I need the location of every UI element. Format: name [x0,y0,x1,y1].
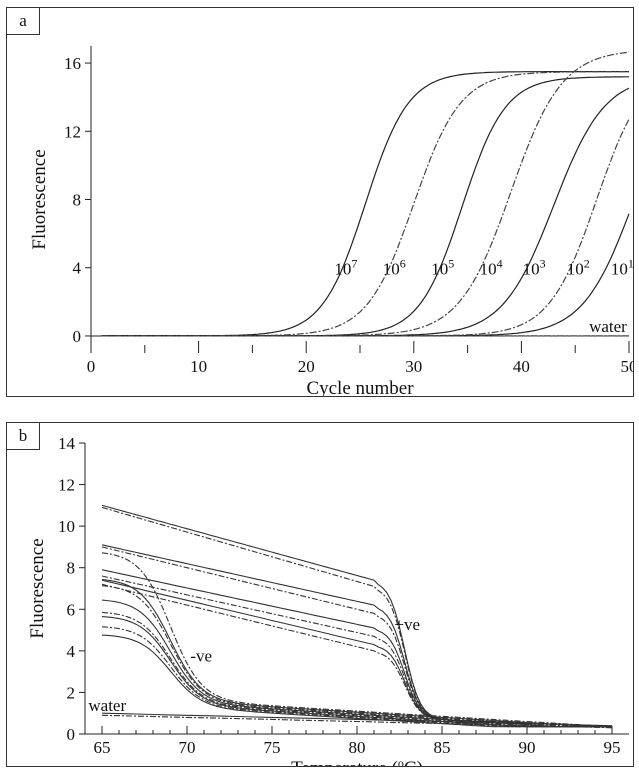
annotation-positive: +ve [394,615,420,634]
series-label: 105 [431,257,454,279]
y-tick-label: 0 [73,327,82,346]
series-label: 102 [567,257,590,279]
series-line [101,118,630,337]
series-label: 103 [523,257,546,279]
negative-melt-curve [101,578,612,728]
y-tick-label: 8 [67,559,76,578]
series-line [101,71,629,337]
series-line [101,76,629,337]
x-tick-label: 75 [264,738,281,757]
x-tick-label: 40 [513,357,530,376]
negative-melt-curve [101,599,612,728]
panel-a-label: a [7,8,40,35]
x-tick-label: 95 [604,738,621,757]
x-tick-label: 0 [87,357,96,376]
x-axis-label: Temperature (oC) [291,756,423,766]
negative-melt-curve [101,626,612,728]
x-tick-label: 50 [621,357,634,376]
y-tick-label: 12 [58,476,75,495]
positive-melt-curve [101,506,613,727]
annotation-water: water [88,696,126,715]
water-melt-curve [101,712,613,727]
x-tick-label: 85 [434,738,451,757]
y-axis-label: Fluorescence [27,538,48,638]
x-tick-label: 20 [298,357,315,376]
y-tick-label: 10 [58,517,75,536]
positive-melt-curve [101,579,613,727]
y-tick-label: 12 [64,122,81,141]
x-tick-label: 70 [179,738,196,757]
amplification-chart: 0 4 8 12 16 0 10 20 30 40 50 Cycle number Fluorescen… [29,46,634,396]
series-label: 107 [334,257,357,279]
positive-melt-curve [101,546,613,727]
panel-b: 0 2 4 6 8 10 12 14 65 70 75 80 85 90 95 Temperature (oC… [6,422,634,767]
x-tick-label: 80 [349,738,366,757]
x-axis-label: Cycle number [306,378,414,396]
series-label: 101 [611,257,633,279]
positive-melt-curve [101,583,613,727]
x-tick-label: 10 [190,357,207,376]
negative-melt-curve [101,616,612,728]
melt-curve-chart: 0 2 4 6 8 10 12 14 65 70 75 80 85 90 95 Temperature (oC… [27,434,629,766]
series-line [101,87,630,337]
series-label: water [589,317,627,336]
series-line [101,213,630,337]
x-tick-label: 65 [94,738,111,757]
x-tick-label: 90 [519,738,536,757]
panel-a: 0 4 8 12 16 0 10 20 30 40 50 Cycle number Fluorescen… [6,7,634,397]
y-tick-label: 4 [67,642,76,661]
negative-melt-curve [101,552,613,728]
y-tick-label: 16 [64,54,81,73]
annotation-negative: -ve [190,646,212,665]
y-tick-label: 14 [58,434,76,453]
panel-b-label: b [7,423,40,450]
series-label: 104 [480,257,503,279]
water-melt-curve [101,714,613,729]
series-label: 106 [383,257,406,279]
negative-melt-curve [101,611,612,728]
positive-melt-curve [101,569,613,727]
y-tick-label: 2 [67,683,76,702]
y-tick-label: 8 [73,191,82,210]
series-line [101,51,630,337]
positive-melt-curve [101,544,613,727]
y-tick-label: 0 [67,725,76,744]
x-tick-label: 30 [405,357,422,376]
negative-melt-curve [101,634,612,728]
y-axis-label: Fluorescence [29,149,50,249]
y-tick-label: 6 [67,600,76,619]
positive-melt-curve [101,504,613,727]
y-tick-label: 4 [73,259,82,278]
